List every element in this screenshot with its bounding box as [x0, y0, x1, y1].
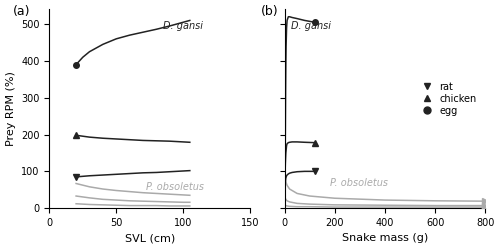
Text: (a): (a) — [13, 5, 30, 18]
Text: D. gansi: D. gansi — [291, 20, 331, 31]
Text: P. obsoletus: P. obsoletus — [330, 178, 388, 188]
Text: P. obsoletus: P. obsoletus — [146, 183, 204, 192]
X-axis label: SVL (cm): SVL (cm) — [124, 234, 175, 244]
Y-axis label: Prey RPM (%): Prey RPM (%) — [6, 71, 16, 146]
Legend: rat, chicken, egg: rat, chicken, egg — [413, 78, 480, 120]
Text: D. gansi: D. gansi — [163, 20, 203, 31]
X-axis label: Snake mass (g): Snake mass (g) — [342, 234, 428, 244]
Text: (b): (b) — [260, 5, 278, 18]
